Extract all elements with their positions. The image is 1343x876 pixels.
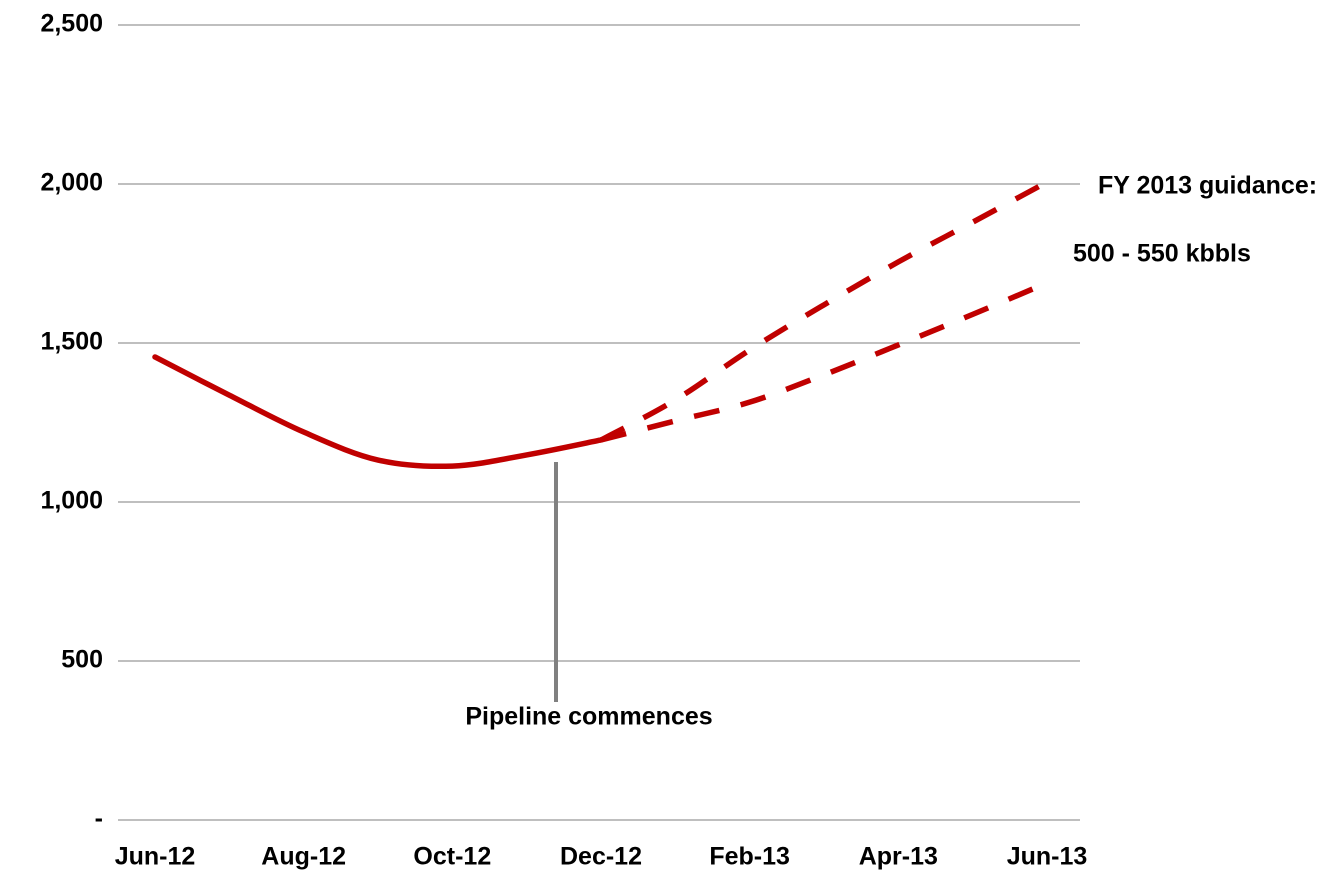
y-tick-label: 1,000 [40,487,103,515]
x-tick-label: Aug-12 [261,843,346,871]
x-tick-label: Jun-13 [1007,843,1088,871]
y-tick-label: 2,500 [40,10,103,38]
y-tick-label: - [95,805,103,833]
y-tick-label: 1,500 [40,328,103,356]
series-line [600,280,1049,443]
y-tick-label: 500 [61,646,103,674]
x-tick-label: Feb-13 [709,843,790,871]
annotation: Pipeline commences [465,703,712,731]
series-line [152,354,604,470]
annotation: 500 - 550 kbbls [1073,240,1251,268]
x-tick-label: Jun-12 [115,843,196,871]
x-tick-label: Oct-12 [413,843,491,871]
annotation: FY 2013 guidance: [1098,172,1317,200]
series-line [599,179,1049,443]
x-tick-label: Dec-12 [560,843,642,871]
y-tick-label: 2,000 [40,169,103,197]
x-tick-label: Apr-13 [859,843,938,871]
